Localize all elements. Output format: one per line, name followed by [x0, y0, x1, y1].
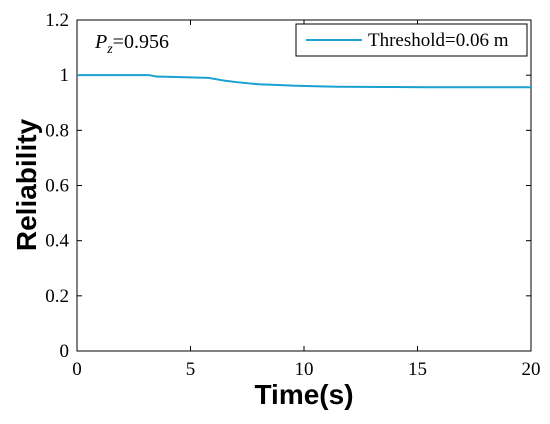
y-tick-label: 0.4	[45, 231, 69, 252]
x-axis-ticks: 0 5 10 15 20	[72, 20, 541, 380]
series-line-0	[77, 74, 531, 89]
y-tick-label: 0	[60, 341, 70, 362]
y-tick-label: 1	[60, 65, 70, 86]
x-axis-title: Time(s)	[254, 379, 353, 410]
plot-area	[76, 19, 532, 352]
annotation-pz: Pz=0.956	[94, 31, 169, 57]
annotation-subscript: z	[106, 42, 113, 57]
y-axis-ticks: 0 0.2 0.4 0.6 0.8 1 1.2	[45, 10, 531, 362]
legend: Threshold=0.06 m	[295, 23, 528, 57]
x-tick-label: 20	[522, 359, 541, 380]
y-axis-title: Reliability	[11, 118, 42, 251]
series-layer	[77, 74, 531, 89]
legend-entry-label: Threshold=0.06 m	[368, 30, 509, 51]
x-tick-label: 15	[408, 359, 427, 380]
x-tick-label: 10	[295, 359, 314, 380]
y-tick-label: 0.6	[45, 176, 69, 197]
x-tick-label: 5	[186, 359, 196, 380]
y-tick-label: 1.2	[45, 10, 69, 31]
y-tick-label: 0.8	[45, 120, 69, 141]
annotation-value: =0.956	[113, 31, 169, 53]
annotation-symbol: P	[94, 31, 107, 53]
x-tick-label: 0	[72, 359, 82, 380]
y-tick-label: 0.2	[45, 286, 69, 307]
